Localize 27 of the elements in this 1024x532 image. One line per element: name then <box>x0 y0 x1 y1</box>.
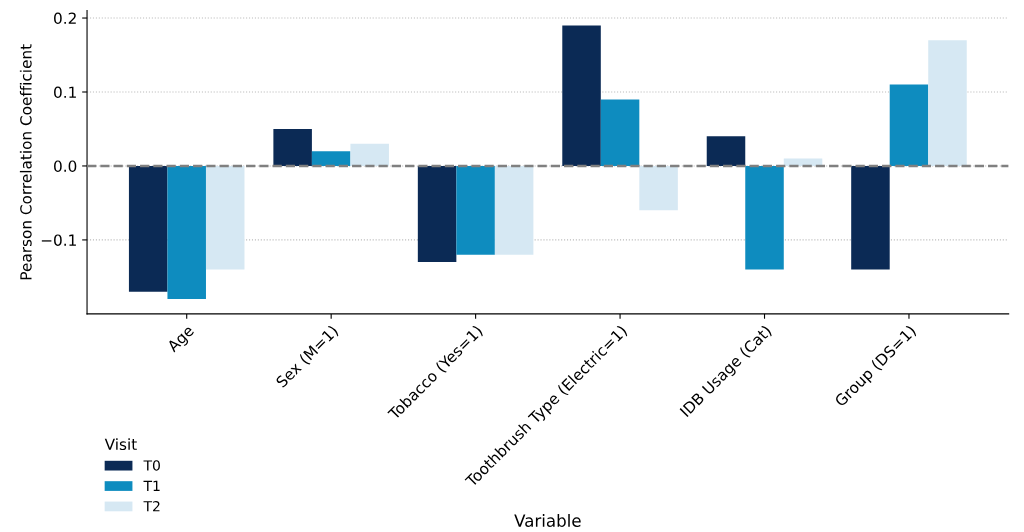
bar <box>456 165 495 255</box>
bar <box>417 165 457 263</box>
bar <box>205 165 245 270</box>
bar <box>851 165 890 270</box>
x-axis-title: Variable <box>514 514 581 527</box>
y-axis-title: Pearson Correlation Coefficient <box>19 44 32 280</box>
legend-title: Visit <box>104 438 137 451</box>
bar <box>745 165 784 270</box>
bar <box>889 84 929 166</box>
bar <box>350 143 389 166</box>
bar <box>494 165 534 255</box>
bar <box>706 136 746 166</box>
bar <box>167 165 206 300</box>
bar <box>273 128 312 166</box>
bar <box>928 40 967 166</box>
bar <box>311 151 351 166</box>
y-tick-label: 0.2 <box>54 12 76 25</box>
y-tick-label: 0.0 <box>54 160 77 172</box>
legend-label: T0 <box>143 460 160 471</box>
legend-label: T1 <box>143 480 160 491</box>
y-tick-label: 0.1 <box>54 86 76 99</box>
bar <box>600 99 640 166</box>
bar <box>562 25 601 166</box>
bar <box>639 165 678 211</box>
bar <box>128 165 168 292</box>
legend-label: T2 <box>143 500 160 512</box>
y-tick-label: −0.1 <box>41 234 76 246</box>
